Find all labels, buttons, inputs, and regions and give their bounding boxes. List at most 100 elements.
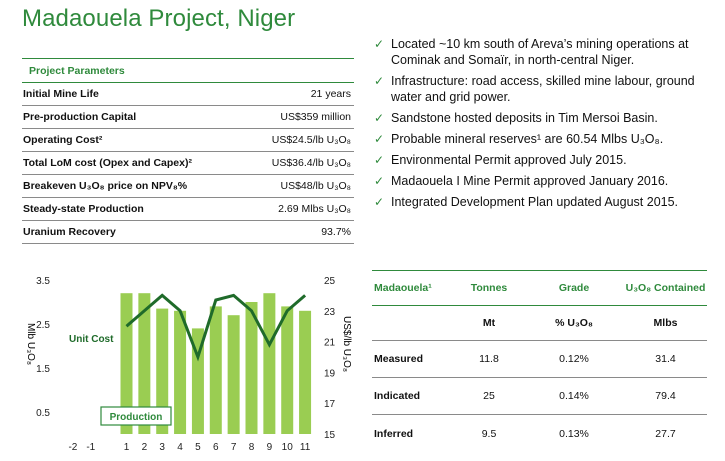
x-tick-label: -2 xyxy=(68,442,77,453)
production-bar xyxy=(156,308,169,434)
right-tick-label: 15 xyxy=(324,430,336,441)
param-row: Initial Mine Life 21 years xyxy=(22,83,354,106)
left-tick-label: 0.5 xyxy=(36,408,50,419)
x-tick-label: 9 xyxy=(267,442,273,453)
param-row: Breakeven U₃O₈ price on NPV₈% US$48/lb U₃… xyxy=(22,175,354,198)
x-tick-label: 7 xyxy=(231,442,237,453)
table-row: Indicated 25 0.14% 79.4 xyxy=(372,378,707,415)
x-tick-label: 8 xyxy=(249,442,255,453)
bullet-text: Environmental Permit approved July 2015. xyxy=(391,153,627,167)
contained-cell: 79.4 xyxy=(655,390,676,402)
param-label: Uranium Recovery xyxy=(23,226,116,238)
param-row: Total LoM cost (Opex and Capex)² US$36.4/… xyxy=(22,152,354,175)
table-row: Inferred 9.5 0.13% 27.7 xyxy=(372,415,707,452)
param-value: US$24.5/lb U₃O₈ xyxy=(271,134,351,146)
bullet-text: Infrastructure: road access, skilled min… xyxy=(391,74,695,104)
production-bar xyxy=(263,293,276,434)
project-parameters-heading: Project Parameters xyxy=(22,58,354,83)
bullet-text: Integrated Development Plan updated Augu… xyxy=(391,195,679,209)
header-cell: Madaouela¹ xyxy=(374,282,432,294)
left-tick-label: 1.5 xyxy=(36,364,50,375)
right-axis-label: US$/lb U₃O₈ xyxy=(341,316,352,372)
right-tick-label: 21 xyxy=(324,338,336,349)
category-cell: Indicated xyxy=(374,390,421,402)
bullet-text: Probable mineral reserves¹ are 60.54 Mlb… xyxy=(391,132,664,146)
bullet-text: Located ~10 km south of Areva’s mining o… xyxy=(391,37,689,67)
contained-cell: 31.4 xyxy=(655,353,676,365)
x-tick-label: 2 xyxy=(142,442,148,453)
left-tick-label: 3.5 xyxy=(36,276,50,287)
grade-cell: 0.14% xyxy=(559,390,589,402)
production-bar xyxy=(191,328,204,434)
production-bar xyxy=(245,302,258,434)
check-icon: ✓ xyxy=(374,37,385,51)
left-tick-label: 2.5 xyxy=(36,320,50,331)
header-cell: U₃O₈ Contained xyxy=(625,282,706,294)
page-title: Madaouela Project, Niger xyxy=(22,5,296,32)
param-label: Initial Mine Life xyxy=(23,88,99,100)
check-icon: ✓ xyxy=(374,132,385,146)
right-tick-label: 23 xyxy=(324,307,336,318)
contained-cell: 27.7 xyxy=(655,427,676,440)
tonnes-cell: 11.8 xyxy=(479,353,499,365)
right-tick-label: 25 xyxy=(324,276,336,287)
x-tick-label: 11 xyxy=(300,442,311,453)
grade-cell: 0.12% xyxy=(559,353,589,365)
production-bar xyxy=(209,306,222,434)
tonnes-cell: 9.5 xyxy=(481,427,497,440)
check-icon: ✓ xyxy=(374,74,385,88)
param-row: Pre-production Capital US$359 million xyxy=(22,106,354,129)
x-tick-label: 1 xyxy=(124,442,130,453)
check-icon: ✓ xyxy=(374,174,385,188)
unit-cost-series-line xyxy=(125,293,307,362)
param-value: 93.7% xyxy=(321,226,351,238)
production-bar xyxy=(174,310,187,434)
production-bar xyxy=(138,293,151,434)
param-value: US$48/lb U₃O₈ xyxy=(280,180,352,192)
unit-cell: Mt xyxy=(482,317,496,329)
highlights-list: ✓ Located ~10 km south of Areva’s mining … xyxy=(374,36,714,215)
list-item: ✓ Environmental Permit approved July 2015… xyxy=(374,152,714,168)
category-cell: Measured xyxy=(374,353,424,365)
resource-header-row: Madaouela¹ Tonnes Grade U₃O₈ Contained xyxy=(372,270,707,306)
unit-cost-legend-label: Unit Cost xyxy=(69,334,114,345)
production-legend-label: Production xyxy=(110,412,163,423)
category-cell: Inferred xyxy=(374,427,414,440)
grade-cell: 0.13% xyxy=(559,427,589,440)
unit-cell: Mlbs xyxy=(653,317,678,329)
param-row: Operating Cost² US$24.5/lb U₃O₈ xyxy=(22,129,354,152)
production-bar xyxy=(299,310,312,434)
right-tick-label: 17 xyxy=(324,399,336,410)
x-tick-label: 10 xyxy=(282,442,294,453)
param-value: US$359 million xyxy=(280,111,351,123)
list-item: ✓ Integrated Development Plan updated Aug… xyxy=(374,194,714,210)
list-item: ✓ Located ~10 km south of Areva’s mining … xyxy=(374,36,714,68)
unit-cell: % U₃O₈ xyxy=(555,317,593,329)
production-bar xyxy=(227,315,240,434)
list-item: ✓ Sandstone hosted deposits in Tim Mersoi… xyxy=(374,110,714,126)
project-parameters-table: Project Parameters Initial Mine Life 21 y… xyxy=(22,58,354,244)
param-value: 21 years xyxy=(310,88,351,100)
check-icon: ✓ xyxy=(374,153,385,167)
param-label: Total LoM cost (Opex and Capex)² xyxy=(23,157,192,169)
table-row: Measured 11.8 0.12% 31.4 xyxy=(372,341,707,378)
list-item: ✓ Probable mineral reserves¹ are 60.54 Ml… xyxy=(374,131,714,147)
production-bar xyxy=(120,293,133,434)
param-row: Steady-state Production 2.69 Mlbs U₃O₈ xyxy=(22,198,354,221)
production-legend-box xyxy=(100,406,172,426)
production-bar xyxy=(281,306,294,434)
x-tick-label: 3 xyxy=(159,442,165,453)
check-icon: ✓ xyxy=(374,111,385,125)
resource-units-row: Mt % U₃O₈ Mlbs xyxy=(372,306,707,341)
x-tick-label: -1 xyxy=(86,442,95,453)
tonnes-cell: 25 xyxy=(483,390,495,402)
x-tick-label: 4 xyxy=(177,442,183,453)
bullet-text: Sandstone hosted deposits in Tim Mersoi … xyxy=(391,111,658,125)
x-tick-label: 5 xyxy=(195,442,201,453)
resource-table: Madaouela¹ Tonnes Grade U₃O₈ Contained M… xyxy=(372,270,707,452)
param-row: Uranium Recovery 93.7% xyxy=(22,221,354,244)
left-axis-label: Mlb U₃O₈ xyxy=(25,323,36,365)
param-label: Steady-state Production xyxy=(23,203,144,215)
param-label: Operating Cost² xyxy=(23,134,103,146)
